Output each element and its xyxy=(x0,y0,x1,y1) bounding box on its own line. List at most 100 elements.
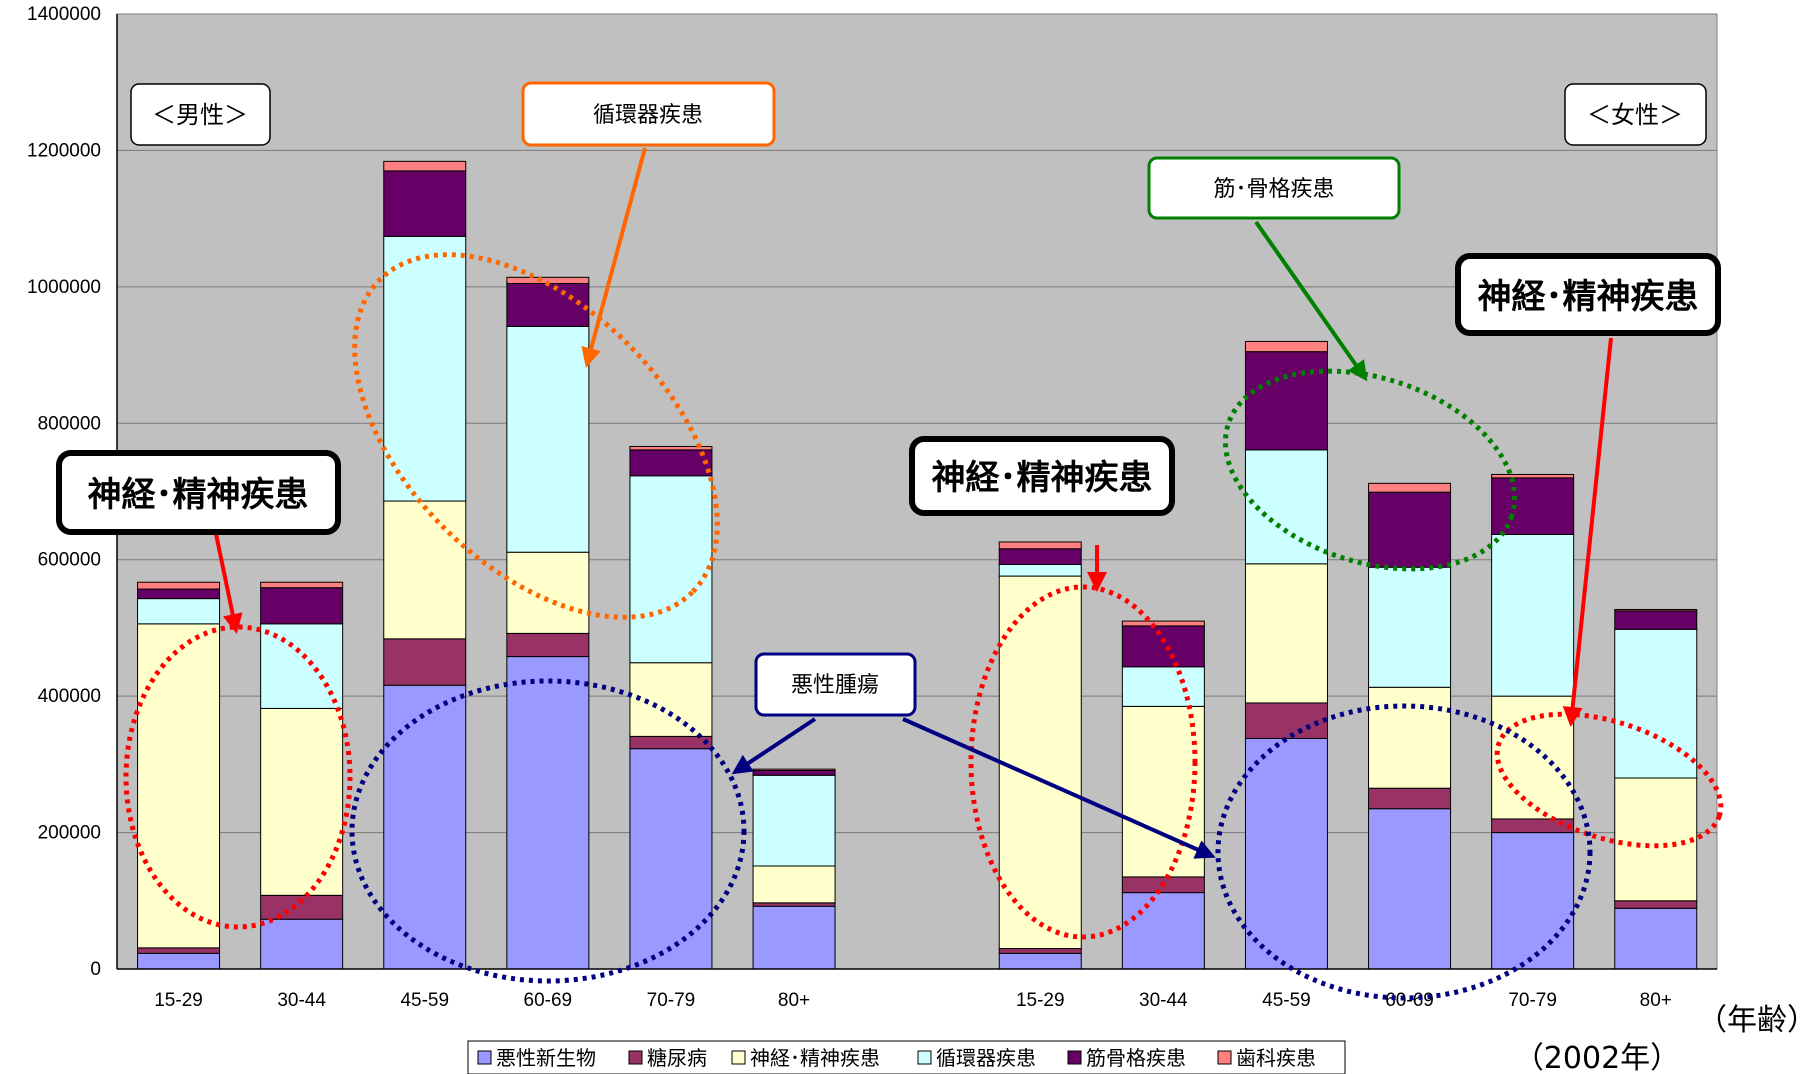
cancer-ellipse-male xyxy=(349,678,747,984)
y-tick-label: 800000 xyxy=(38,413,101,434)
bar-segment xyxy=(1491,473,1575,479)
bar-segment xyxy=(260,587,344,625)
bar-segment xyxy=(998,563,1082,577)
bar-segment xyxy=(1491,477,1575,535)
bar-segment xyxy=(1121,892,1205,970)
x-tick-label: 80+ xyxy=(778,990,810,1011)
y-tick-label: 1200000 xyxy=(27,140,101,161)
bar-segment xyxy=(137,588,221,600)
svg-text:神経･精神疾患: 神経･精神疾患 xyxy=(932,458,1153,498)
musculoskeletal-ellipse xyxy=(1222,368,1518,572)
y-tick-label: 600000 xyxy=(38,550,101,571)
bar-segment xyxy=(998,948,1082,954)
circulatory-ellipse xyxy=(352,252,720,620)
cancer-ellipse-female xyxy=(1215,703,1593,1001)
bar-segment xyxy=(1368,787,1452,810)
bar-segment xyxy=(1121,666,1205,707)
bar-segment xyxy=(998,952,1082,970)
svg-text:神経･精神疾患: 神経･精神疾患 xyxy=(88,475,309,515)
bar-segment xyxy=(137,581,221,590)
legend-swatch xyxy=(917,1050,932,1065)
neuro-ellipse-female-young xyxy=(968,584,1198,940)
callout-circulatory: 循環器疾患 xyxy=(521,81,776,147)
x-tick-label: 45-59 xyxy=(1262,990,1311,1011)
bar-segment xyxy=(629,662,713,737)
bar-segment xyxy=(383,500,467,640)
neuro-ellipse-male xyxy=(123,624,353,930)
bar-segment xyxy=(1368,808,1452,970)
legend-swatch xyxy=(477,1050,492,1065)
legend-swatch xyxy=(628,1050,643,1065)
bar-segment xyxy=(1244,351,1328,451)
neuro-ellipse-female-old xyxy=(1494,711,1724,849)
y-tick-label: 0 xyxy=(90,959,101,980)
x-tick-label: 45-59 xyxy=(400,990,449,1011)
x-tick-label: 70-79 xyxy=(647,990,696,1011)
x-tick-label: 60-69 xyxy=(1385,990,1434,1011)
bar-segment xyxy=(1244,563,1328,704)
y-tick-label: 1400000 xyxy=(27,4,101,25)
bar-segment xyxy=(1121,620,1205,627)
bar-segment xyxy=(1368,491,1452,568)
bar-segment xyxy=(137,598,221,625)
callout-neuro-female-young: 神経･精神疾患 xyxy=(909,436,1175,516)
bar-segment xyxy=(629,748,713,970)
bar-segment xyxy=(1368,686,1452,789)
bar-segment xyxy=(260,581,344,589)
callout-neuro-female-old: 神経･精神疾患 xyxy=(1455,253,1721,336)
bar-segment xyxy=(383,684,467,970)
bar-segment xyxy=(137,947,221,954)
legend-swatch xyxy=(1067,1050,1082,1065)
bar-segment xyxy=(998,575,1082,950)
bar-segment xyxy=(506,656,590,970)
bar-segment xyxy=(752,769,836,776)
bar-segment xyxy=(629,449,713,477)
x-tick-label: 15-29 xyxy=(154,990,203,1011)
bar-segment xyxy=(383,160,467,172)
bar-segment xyxy=(383,638,467,686)
bar-segment xyxy=(1368,482,1452,493)
svg-text:神経･精神疾患: 神経･精神疾患 xyxy=(1478,277,1699,317)
bar-segment xyxy=(1614,609,1698,612)
bar-segment xyxy=(260,707,344,896)
bar-segment xyxy=(1614,628,1698,779)
bar-segment xyxy=(1491,832,1575,970)
bar-segment xyxy=(1244,340,1328,353)
bar-segment xyxy=(752,902,836,907)
female-label: ＜女性＞ xyxy=(1587,101,1683,129)
legend-swatch xyxy=(1217,1050,1232,1065)
x-tick-label: 15-29 xyxy=(1016,990,1065,1011)
bar-segment xyxy=(1244,737,1328,970)
callout-cancer: 悪性腫瘍 xyxy=(754,652,917,717)
bar-segment xyxy=(1614,610,1698,630)
x-axis-unit-label: （年齢） xyxy=(1697,1003,1817,1038)
y-tick-label: 200000 xyxy=(38,823,101,844)
svg-text:循環器疾患: 循環器疾患 xyxy=(593,103,703,128)
bar-segment xyxy=(137,952,221,970)
callout-neuro-male: 神経･精神疾患 xyxy=(56,450,341,535)
bar-segment xyxy=(1491,533,1575,697)
year-note: （2002年） xyxy=(1514,1041,1680,1074)
y-axis-ticks: 0 200000 400000 600000 800000 1000000 1200000 1… xyxy=(27,4,101,980)
bar-segment xyxy=(998,541,1082,550)
bar-segment xyxy=(752,774,836,867)
callout-arrows xyxy=(214,147,1613,859)
legend-label: 神経･精神疾患 xyxy=(750,1046,880,1070)
male-label-box: ＜男性＞ xyxy=(130,83,271,146)
y-tick-label: 400000 xyxy=(38,686,101,707)
callout-musculoskeletal: 筋･骨格疾患 xyxy=(1147,156,1401,220)
bar-segment xyxy=(1614,907,1698,970)
x-tick-label: 60-69 xyxy=(524,990,573,1011)
legend-label: 筋骨格疾患 xyxy=(1086,1046,1186,1070)
legend-label: 歯科疾患 xyxy=(1236,1046,1316,1070)
bar-segment xyxy=(629,445,713,451)
bar-segment xyxy=(383,170,467,237)
bar-segment xyxy=(752,905,836,970)
bar-segment xyxy=(752,768,836,771)
y-tick-label: 1000000 xyxy=(27,277,101,298)
legend-label: 循環器疾患 xyxy=(936,1046,1036,1070)
bar-segment xyxy=(1244,702,1328,739)
legend-label: 悪性新生物 xyxy=(496,1046,596,1070)
bar-segment xyxy=(506,632,590,658)
